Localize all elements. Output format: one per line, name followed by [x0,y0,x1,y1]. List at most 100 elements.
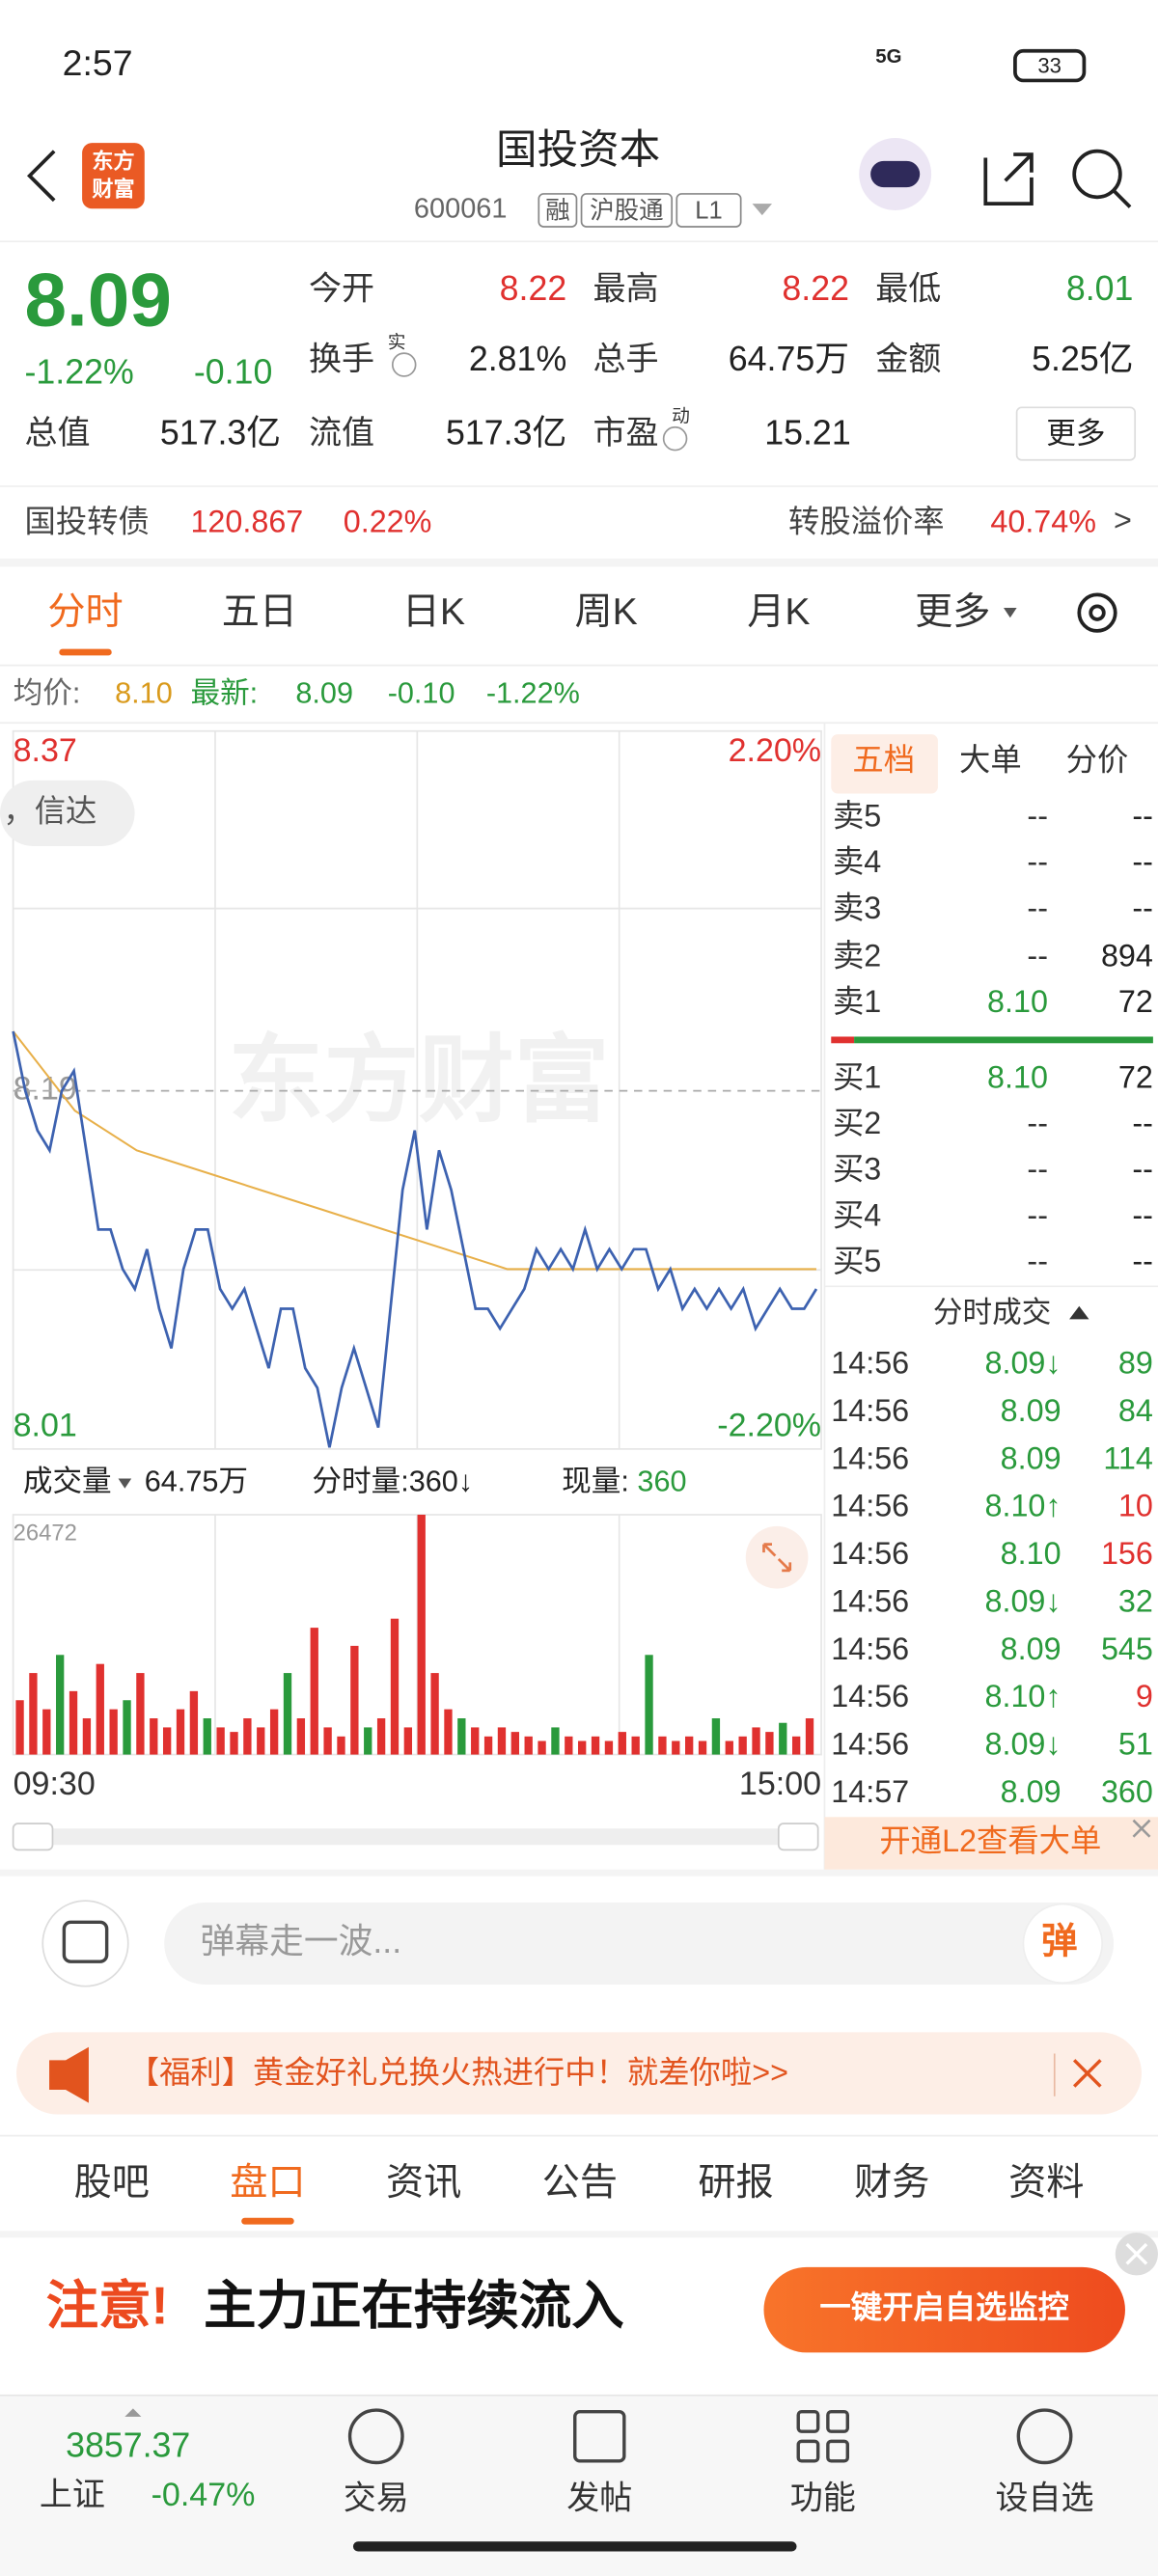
book-price: -- [1027,844,1048,879]
volume-bar [779,1722,787,1755]
bond-pct: 0.22% [344,505,432,539]
chart-tab[interactable]: 更多 [915,591,990,633]
volume-bar [257,1727,265,1755]
section-tab[interactable]: 股吧 [74,2162,150,2204]
section-tab[interactable]: 盘口 [230,2162,305,2204]
bond-price: 120.867 [190,505,303,539]
tag: L1 [695,197,722,224]
monitor-button[interactable] [763,2266,1125,2353]
y2-tick-label: 2.20% [729,732,821,769]
chart-tab[interactable]: 周K [574,591,637,633]
field-label: 市盈 [593,415,658,452]
book-price: -- [1027,1152,1048,1187]
premium-arrow: > [1114,503,1132,537]
book-level: 买2 [833,1106,881,1140]
trades-title: 分时成交 [933,1296,1051,1329]
field-sup: 实 [388,332,406,352]
current-volume: 360 [637,1466,686,1498]
book-level: 卖5 [833,799,881,834]
icons [26,48,1132,633]
stock-code: 600061 [414,194,508,225]
trade-volume: 84 [1118,1393,1153,1428]
trade-price: 8.10 [1001,1536,1062,1571]
trade-time: 14:57 [831,1774,909,1809]
volume-bar [430,1673,439,1755]
volume-label: 成交量 [23,1466,112,1498]
trade-price: 8.09 [1001,1631,1062,1666]
ad-text: 主力正在持续流入 [204,2277,624,2336]
book-price: -- [1027,799,1048,834]
premium-label: 转股溢价率 [788,505,945,539]
more-button[interactable] [1015,406,1137,461]
volume-bar [42,1709,51,1755]
promo-banner[interactable]: 【福利】黄金好礼兑换火热进行中！就差你啦>> [128,2055,788,2090]
volume-bar [578,1740,587,1755]
nav-item[interactable]: 设自选 [996,2480,1094,2517]
volume-bar [29,1673,38,1755]
book-volume: -- [1132,891,1153,925]
volume-bar [658,1736,667,1755]
chart-tab[interactable]: 日K [402,591,465,633]
trade-price: 8.09↓ [984,1346,1061,1381]
book-price: 8.10 [987,984,1048,1019]
trade-volume: 545 [1101,1631,1153,1666]
more-button-label[interactable]: 更多 [1046,417,1105,450]
section-tab[interactable]: 公告 [542,2162,618,2204]
index-value: 3857.37 [66,2426,190,2465]
trade-volume: 9 [1136,1679,1153,1713]
legend-text: 8.09 [295,676,353,709]
trade-price: 8.09 [1001,1774,1062,1809]
book-tab[interactable]: 大单 [959,743,1022,778]
ad-button-label[interactable]: 一键开启自选监控 [819,2290,1069,2325]
logo [82,143,145,209]
trade-price: 8.10↑ [984,1679,1061,1713]
book-level: 卖2 [833,938,881,973]
change: -0.10 [194,353,272,392]
volume-bar [711,1718,721,1755]
volume-bar [269,1709,279,1755]
volume-bar [672,1740,680,1755]
book-tab[interactable]: 分价 [1066,743,1129,778]
volume-bar [645,1655,653,1755]
y-tick-label: 8.37 [14,732,77,769]
nav-item[interactable]: 功能 [790,2480,856,2517]
chart-tab[interactable]: 月K [747,591,810,633]
watermark: 东方财富 [229,1027,610,1133]
volume-bar [524,1736,533,1755]
trade-time: 14:56 [831,1583,909,1618]
section-tab[interactable]: 研报 [698,2162,773,2204]
book-volume: 72 [1118,984,1153,1019]
y-tick-label: 8.01 [14,1408,77,1444]
section-tab[interactable]: 资讯 [386,2162,461,2204]
comment-input[interactable]: 弹幕走一波... [201,1922,402,1960]
section-tab[interactable]: 资料 [1008,2162,1084,2204]
trade-volume: 114 [1103,1440,1153,1475]
volume-bar [310,1628,318,1755]
field-value: 517.3亿 [160,414,281,452]
field-value: 5.25亿 [1032,340,1133,378]
book-tab[interactable]: 五档 [852,743,915,778]
stock-name: 国投资本 [496,127,660,174]
legend-text: 均价: [14,676,81,709]
danmaku-button[interactable]: 弹 [1041,1920,1077,1960]
book-volume: -- [1132,1244,1153,1278]
volume-bar [296,1718,306,1755]
l2-promo[interactable]: 开通L2查看大单 [879,1823,1101,1858]
trade-time: 14:56 [831,1679,909,1713]
tab-underline [241,2217,294,2225]
book-level: 卖3 [833,891,881,925]
trade-volume: 32 [1118,1583,1153,1618]
trade-price: 8.09 [1001,1440,1062,1475]
ad-alert: 注意! [46,2277,169,2336]
chart-tab[interactable]: 五日 [222,591,297,633]
chart-tab[interactable]: 分时 [47,591,123,633]
section-tab[interactable]: 财务 [854,2162,929,2204]
legend-text: -0.10 [388,676,455,709]
nav-item[interactable]: 交易 [344,2480,409,2517]
book-level: 买1 [833,1059,881,1094]
nav-item[interactable]: 发帖 [566,2480,632,2517]
logo-text: 财富 [92,177,134,201]
volume-bar [631,1736,640,1755]
book-volume: -- [1132,844,1153,879]
volume-bar [109,1709,118,1755]
